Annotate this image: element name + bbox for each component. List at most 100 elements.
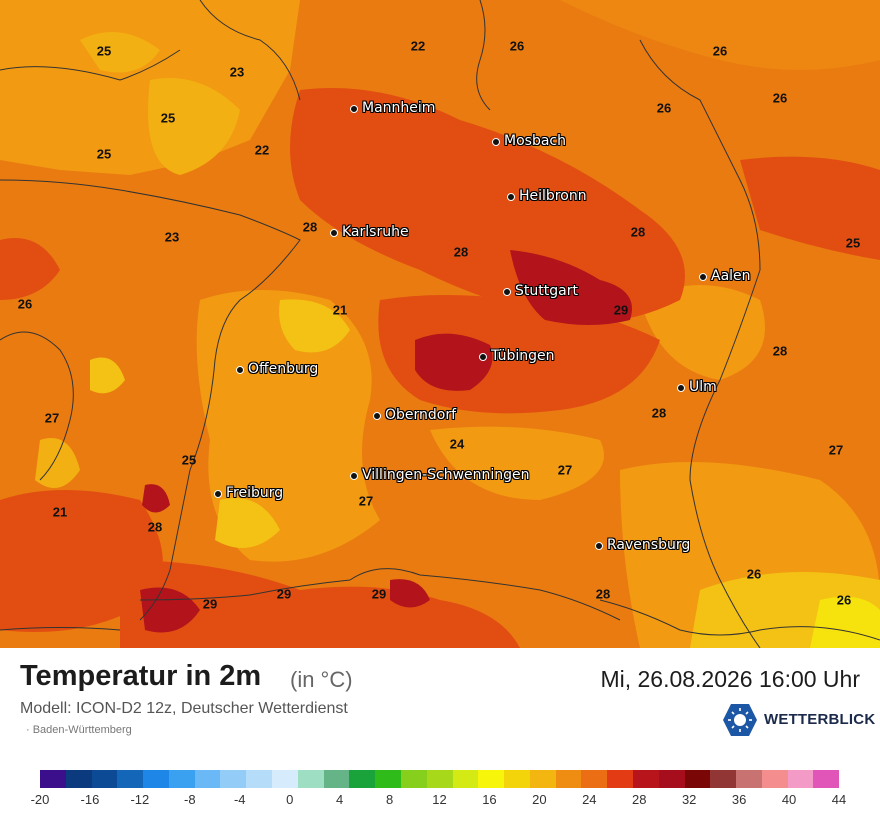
temperature-value: 25	[181, 452, 197, 468]
scale-swatch	[65, 770, 92, 788]
color-scale	[40, 770, 840, 788]
scale-swatch	[452, 770, 479, 788]
temperature-value: 28	[302, 219, 318, 235]
city-name: Stuttgart	[515, 283, 578, 299]
temperature-value: 23	[164, 229, 180, 245]
temperature-value: 26	[746, 566, 762, 582]
scale-swatch	[426, 770, 453, 788]
city-name: Karlsruhe	[342, 224, 409, 240]
scale-swatch	[529, 770, 556, 788]
temperature-value: 27	[557, 462, 573, 478]
dot-icon	[350, 105, 358, 113]
scale-swatch	[349, 770, 376, 788]
dot-icon	[507, 193, 515, 201]
scale-tick-label: 28	[632, 792, 647, 807]
city-name: Mannheim	[362, 100, 436, 116]
scale-tick-label: 44	[831, 792, 847, 807]
scale-tick-label: 0	[286, 792, 294, 807]
scale-swatch	[220, 770, 247, 788]
scale-swatch	[710, 770, 737, 788]
dot-icon	[503, 288, 511, 296]
scale-swatch	[684, 770, 711, 788]
scale-swatch	[607, 770, 633, 788]
legend-footer: Temperatur in 2m (in °C) Mi, 26.08.2026 …	[0, 648, 880, 830]
temperature-value: 21	[332, 302, 348, 318]
temperature-value: 26	[712, 43, 728, 59]
temperature-value: 23	[229, 64, 245, 80]
city-name: Heilbronn	[519, 188, 587, 204]
temperature-value: 28	[147, 519, 163, 535]
scale-swatch	[400, 770, 427, 788]
brand-name: WETTERBLICK	[764, 711, 876, 728]
city-name: Villingen-Schwenningen	[362, 467, 530, 483]
temperature-value: 26	[656, 100, 672, 116]
temperature-value: 28	[453, 244, 469, 260]
scale-swatch	[736, 770, 762, 788]
temperature-value: 21	[52, 504, 68, 520]
temperature-value: 25	[96, 43, 112, 59]
scale-tick-label: 40	[781, 792, 797, 807]
scale-tick-label: 32	[681, 792, 697, 807]
scale-tick-label: 16	[482, 792, 497, 807]
forecast-datetime: Mi, 26.08.2026 16:00 Uhr	[600, 666, 860, 692]
dot-icon	[595, 542, 603, 550]
scale-tick-label: 24	[582, 792, 597, 807]
temperature-value: 25	[160, 110, 176, 126]
scale-tick-label: -12	[130, 792, 150, 807]
scale-tick-label: 4	[336, 792, 344, 807]
scale-swatch	[91, 770, 118, 788]
scale-tick-label: -8	[184, 792, 196, 807]
scale-swatch	[297, 770, 324, 788]
dot-icon	[677, 384, 685, 392]
temperature-value: 27	[44, 410, 60, 426]
sun-hex-icon	[723, 704, 757, 736]
city-name: Ulm	[689, 379, 717, 395]
city-name: Offenburg	[248, 361, 319, 377]
city-name: Mosbach	[504, 133, 566, 149]
scale-tick-label: -4	[233, 792, 246, 807]
temperature-value: 27	[358, 493, 374, 509]
scale-tick-label: 20	[532, 792, 547, 807]
map-title: Temperatur in 2m	[20, 660, 262, 692]
scale-tick-label: 12	[432, 792, 447, 807]
scale-swatch	[323, 770, 350, 788]
scale-swatch	[246, 770, 273, 788]
temperature-value: 24	[449, 436, 465, 452]
temperature-value: 22	[254, 142, 270, 158]
scale-swatch	[504, 770, 530, 788]
scale-swatch	[761, 770, 788, 788]
scale-swatch	[375, 770, 401, 788]
scale-swatch	[813, 770, 840, 788]
dot-icon	[492, 138, 500, 146]
dot-icon	[236, 366, 244, 374]
temperature-field	[0, 0, 880, 648]
model-info: Modell: ICON-D2 12z, Deutscher Wetterdie…	[20, 700, 348, 717]
city-name: Freiburg	[226, 485, 284, 501]
region-label: · Baden-Württemberg	[26, 724, 132, 736]
temperature-map[interactable]: 25 22 26 26 26 23 26 25 22 25 28 28 23 28 25 26 21 29 28 27…	[0, 0, 880, 648]
temperature-value: 29	[371, 586, 387, 602]
scale-tick-label: 8	[385, 792, 394, 807]
scale-tick-label: -20	[30, 792, 50, 807]
temperature-value: 26	[772, 90, 788, 106]
scale-swatch	[194, 770, 221, 788]
temperature-value: 28	[595, 586, 611, 602]
city-name: Tübingen	[491, 348, 555, 364]
scale-tick-label: -16	[80, 792, 100, 807]
scale-tick-label: 36	[731, 792, 747, 807]
temperature-value: 22	[410, 38, 426, 54]
scale-swatch	[272, 770, 298, 788]
temperature-value: 28	[772, 343, 788, 359]
wetterblick-logo[interactable]: WETTERBLICK	[722, 702, 876, 738]
scale-swatch	[478, 770, 505, 788]
city-name: Oberndorf	[385, 407, 457, 423]
temperature-value: 29	[202, 596, 218, 612]
temperature-value: 28	[630, 224, 646, 240]
scale-swatch	[168, 770, 195, 788]
unit-label: (in °C)	[290, 667, 353, 692]
temperature-value: 26	[836, 592, 852, 608]
scale-swatch	[658, 770, 685, 788]
dot-icon	[699, 273, 707, 281]
scale-swatch	[581, 770, 608, 788]
scale-swatch	[787, 770, 814, 788]
